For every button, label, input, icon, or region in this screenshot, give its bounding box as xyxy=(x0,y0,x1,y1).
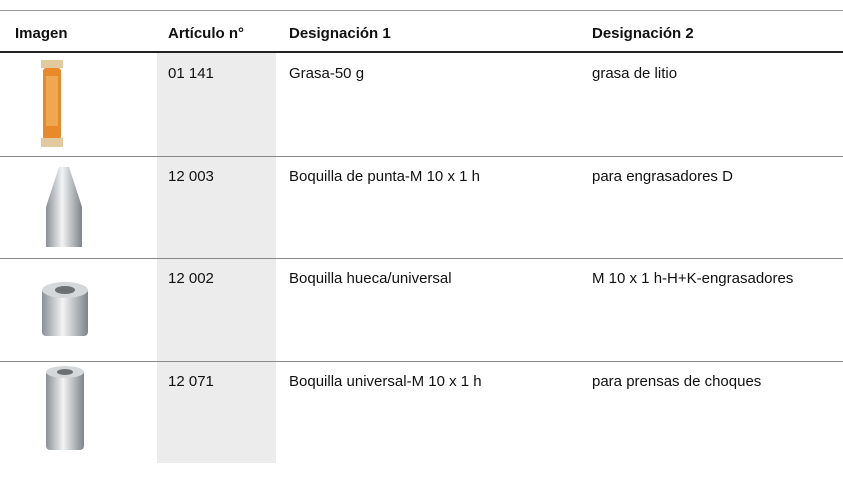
hollow-nozzle xyxy=(42,282,88,336)
table-cell: 01 141 xyxy=(168,65,214,82)
table-cell: para prensas de choques xyxy=(592,372,762,390)
table-cell: 12 071 xyxy=(168,372,214,390)
header-cell: Designación 1 xyxy=(289,25,391,42)
table-cell: Boquilla universal-M 10 x 1 h xyxy=(289,372,482,390)
header-cell: Artículo n° xyxy=(168,25,244,42)
row-rule xyxy=(0,155,843,157)
table-cell: grasa de litio xyxy=(592,65,678,82)
header-rule xyxy=(0,51,843,53)
table-cell: 12 002 xyxy=(168,270,214,287)
universal-nozzle xyxy=(46,366,84,450)
table-cell: Grasa-50 g xyxy=(289,65,365,82)
header-cell: Designación 2 xyxy=(592,25,694,42)
header-cell: Imagen xyxy=(15,25,68,42)
table-cell: M 10 x 1 h-H+K-engrasadores xyxy=(592,270,794,287)
row-rule xyxy=(0,258,843,259)
table-cell: para engrasadores D xyxy=(592,167,733,185)
grease-tube xyxy=(41,60,63,147)
top-rule xyxy=(0,10,843,11)
point-nozzle xyxy=(46,167,82,247)
table-cell: 12 003 xyxy=(168,167,214,185)
table-cell: Boquilla hueca/universal xyxy=(289,270,452,287)
table-cell: Boquilla de punta-M 10 x 1 h xyxy=(289,167,480,185)
row-rule xyxy=(0,360,843,362)
